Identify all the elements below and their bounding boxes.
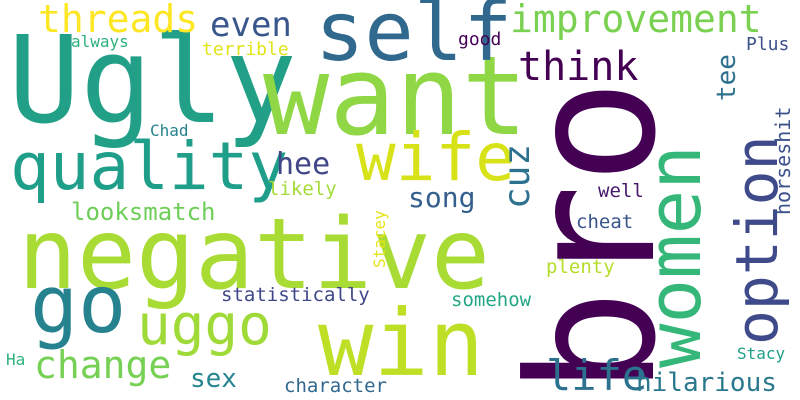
word-terrible: terrible [202,39,289,60]
word-threads: threads [38,0,199,41]
word-cheat: cheat [576,211,634,233]
word-tee: tee [712,54,742,101]
word-wife: wife [356,119,515,196]
word-want: want [263,32,528,160]
word-always: always [71,32,129,51]
word-win: win [318,290,485,397]
word-statistically: statistically [221,284,370,306]
word-ugly: Ugly [8,12,297,151]
word-hee: hee [276,147,331,182]
word-looksmatch: looksmatch [71,198,216,226]
word-chad: Chad [150,121,189,140]
word-good: good [458,29,502,50]
word-hilarious: hilarious [636,368,777,398]
word-horseshit: horseshit [771,106,795,215]
word-improvement: improvement [510,0,762,41]
word-sex: sex [190,364,237,394]
word-character: character [284,375,387,397]
word-ha: Ha [6,350,26,369]
word-quality: quality [10,128,289,205]
word-change: change [34,343,172,387]
word-stacey: Stacey [370,210,389,268]
word-song: song [408,181,476,214]
word-cuz: cuz [497,143,538,209]
word-somehow: somehow [451,289,532,311]
word-uggo: uggo [137,293,272,358]
word-plenty: plenty [546,256,615,278]
word-likely: likely [268,178,337,200]
word-well: well [598,180,644,202]
word-think: think [518,44,639,90]
word-negative: negative [18,198,491,312]
word-women: women [632,145,718,368]
word-self: self [315,0,513,80]
word-stacy: Stacy [737,344,786,363]
word-plus: Plus [746,34,790,55]
word-life: life [546,351,648,400]
word-even: even [210,5,292,45]
word-go: go [30,258,127,351]
